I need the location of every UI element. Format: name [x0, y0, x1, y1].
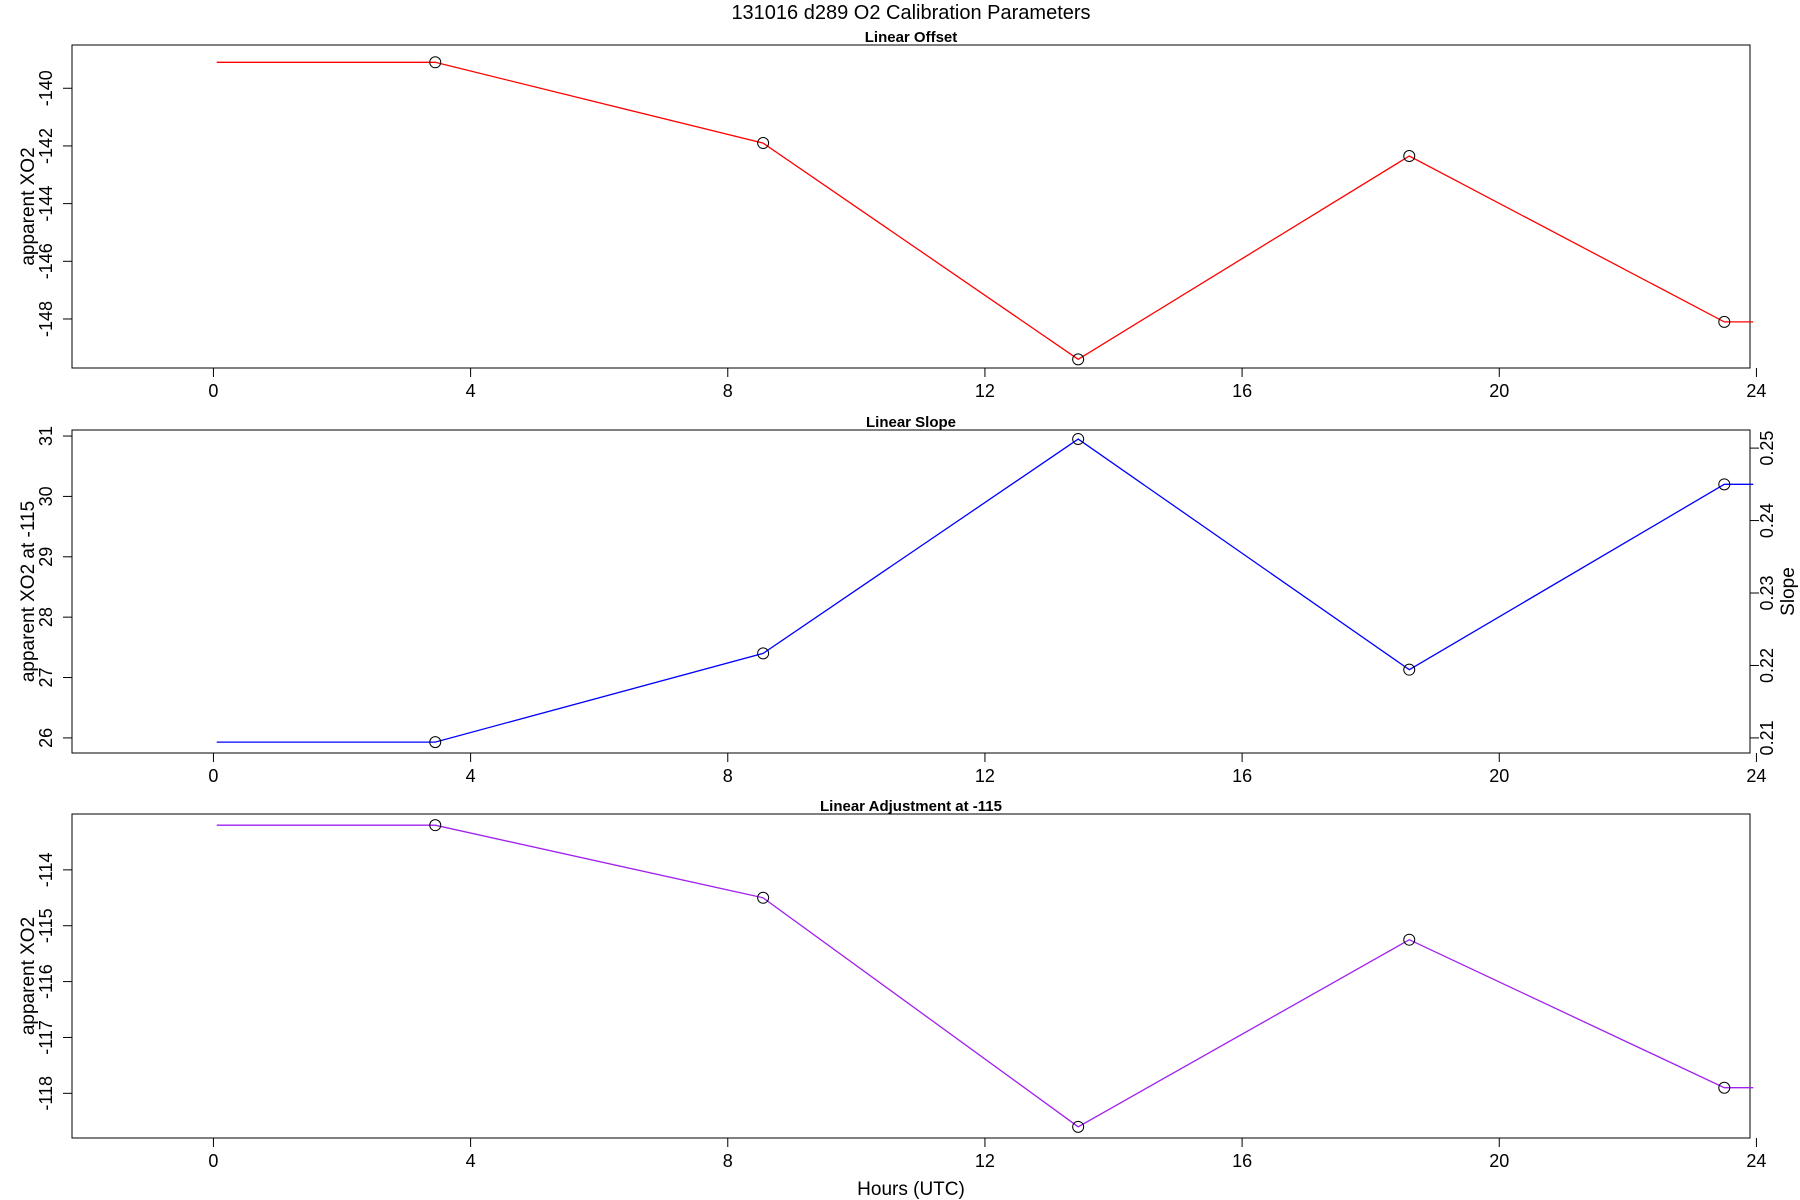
x-tick-label: 4	[466, 1151, 476, 1171]
y-axis: -118 -117 -116 -115 -114 apparent XO2	[18, 853, 72, 1111]
chart-panels: Linear Offset 0 4 8 12 16 20 24 -148 -146 -144 -142…	[18, 29, 1799, 1171]
x-tick-label: 24	[1746, 766, 1766, 786]
x-tick-label: 4	[466, 766, 476, 786]
y-tick-label: -144	[36, 186, 56, 222]
x-axis: 0 4 8 12 16 20 24	[208, 753, 1766, 786]
x-tick-label: 12	[975, 766, 995, 786]
y-tick-label: 30	[36, 486, 56, 506]
plot-frame	[71, 813, 1751, 1139]
panel-title: Linear Adjustment at -115	[820, 798, 1002, 815]
x-axis: 0 4 8 12 16 20 24	[208, 1138, 1766, 1171]
x-tick-label: 20	[1489, 381, 1509, 401]
x-axis-label: Hours (UTC)	[857, 1179, 965, 1200]
y-axis-label: apparent XO2	[18, 917, 39, 1035]
series-line	[216, 824, 1754, 1128]
x-axis: 0 4 8 12 16 20 24	[208, 368, 1766, 401]
data-point	[1718, 1081, 1731, 1094]
right-y-tick-label: 0.25	[1757, 431, 1777, 466]
y-tick-label: -140	[36, 70, 56, 106]
x-tick-label: 12	[975, 1151, 995, 1171]
y-tick-label: 31	[36, 426, 56, 446]
x-tick-label: 0	[208, 766, 218, 786]
x-tick-label: 16	[1232, 1151, 1252, 1171]
data-point	[1072, 353, 1085, 366]
data-point	[1072, 1120, 1085, 1133]
data-point	[757, 137, 770, 150]
right-y-tick-label: 0.24	[1757, 503, 1777, 538]
data-point	[1403, 933, 1416, 946]
y-axis: 26 27 28 29 30 31 apparent XO2 at -115	[18, 426, 72, 748]
data-point	[429, 56, 442, 69]
data-point	[429, 819, 442, 832]
data-point	[429, 736, 442, 749]
right-y-axis-label: Slope	[1778, 567, 1799, 616]
figure-title: 131016 d289 O2 Calibration Parameters	[731, 2, 1090, 24]
data-point	[757, 647, 770, 660]
panel-title: Linear Offset	[865, 29, 958, 46]
data-point	[1072, 433, 1085, 446]
y-tick-label: -148	[36, 301, 56, 337]
panel-linear-adjustment-at-115: Linear Adjustment at -115 0 4 8 12 16 20 24 -118…	[18, 798, 1766, 1171]
panel-linear-slope: Linear Slope 0 4 8 12 16 20 24 26 27 28 29 30 31 appar…	[18, 414, 1799, 786]
x-tick-label: 4	[466, 381, 476, 401]
data-point	[1403, 150, 1416, 163]
y-tick-label: -116	[36, 964, 56, 999]
x-tick-label: 24	[1746, 1151, 1766, 1171]
x-tick-label: 24	[1746, 381, 1766, 401]
x-tick-label: 8	[723, 766, 733, 786]
plot-frame	[71, 44, 1751, 369]
y-tick-label: -146	[36, 243, 56, 279]
y-tick-label: 27	[36, 668, 56, 688]
x-tick-label: 16	[1232, 381, 1252, 401]
data-point	[1403, 663, 1416, 676]
y-tick-label: -114	[36, 853, 56, 888]
y-tick-label: -118	[36, 1076, 56, 1111]
x-tick-label: 16	[1232, 766, 1252, 786]
y-tick-label: -115	[36, 908, 56, 943]
y-axis-label: apparent XO2	[18, 147, 39, 265]
y-tick-label: -117	[36, 1020, 56, 1055]
panel-title: Linear Slope	[866, 414, 956, 431]
right-y-tick-label: 0.23	[1757, 575, 1777, 610]
data-point	[757, 891, 770, 904]
right-y-axis: 0.21 0.22 0.23 0.24 0.25 Slope	[1750, 431, 1799, 755]
plot-frame	[71, 429, 1751, 754]
y-tick-label: 26	[36, 728, 56, 748]
x-tick-label: 0	[208, 1151, 218, 1171]
data-point	[1718, 478, 1731, 491]
x-tick-label: 20	[1489, 1151, 1509, 1171]
x-tick-label: 0	[208, 381, 218, 401]
series-line	[216, 438, 1754, 743]
y-tick-label: 28	[36, 607, 56, 627]
data-point	[1718, 315, 1731, 328]
right-y-tick-label: 0.22	[1757, 648, 1777, 683]
series-line	[216, 61, 1754, 361]
panel-linear-offset: Linear Offset 0 4 8 12 16 20 24 -148 -146 -144 -142…	[18, 29, 1766, 401]
y-tick-label: 29	[36, 547, 56, 567]
y-tick-label: -142	[36, 128, 56, 164]
x-tick-label: 8	[723, 381, 733, 401]
y-axis-label: apparent XO2 at -115	[18, 501, 39, 682]
right-y-tick-label: 0.21	[1757, 720, 1777, 755]
x-tick-label: 12	[975, 381, 995, 401]
x-tick-label: 20	[1489, 766, 1509, 786]
y-axis: -148 -146 -144 -142 -140 apparent XO2	[18, 70, 72, 337]
x-tick-label: 8	[723, 1151, 733, 1171]
